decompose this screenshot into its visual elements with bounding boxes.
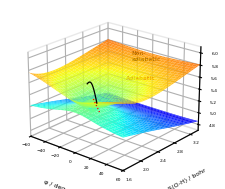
Text: Adiabatic: Adiabatic <box>126 76 155 81</box>
Text: Non-
adiabatic: Non- adiabatic <box>131 51 160 62</box>
Y-axis label: R(O-H) / bohr: R(O-H) / bohr <box>167 168 207 189</box>
X-axis label: φ / deg: φ / deg <box>43 179 65 189</box>
